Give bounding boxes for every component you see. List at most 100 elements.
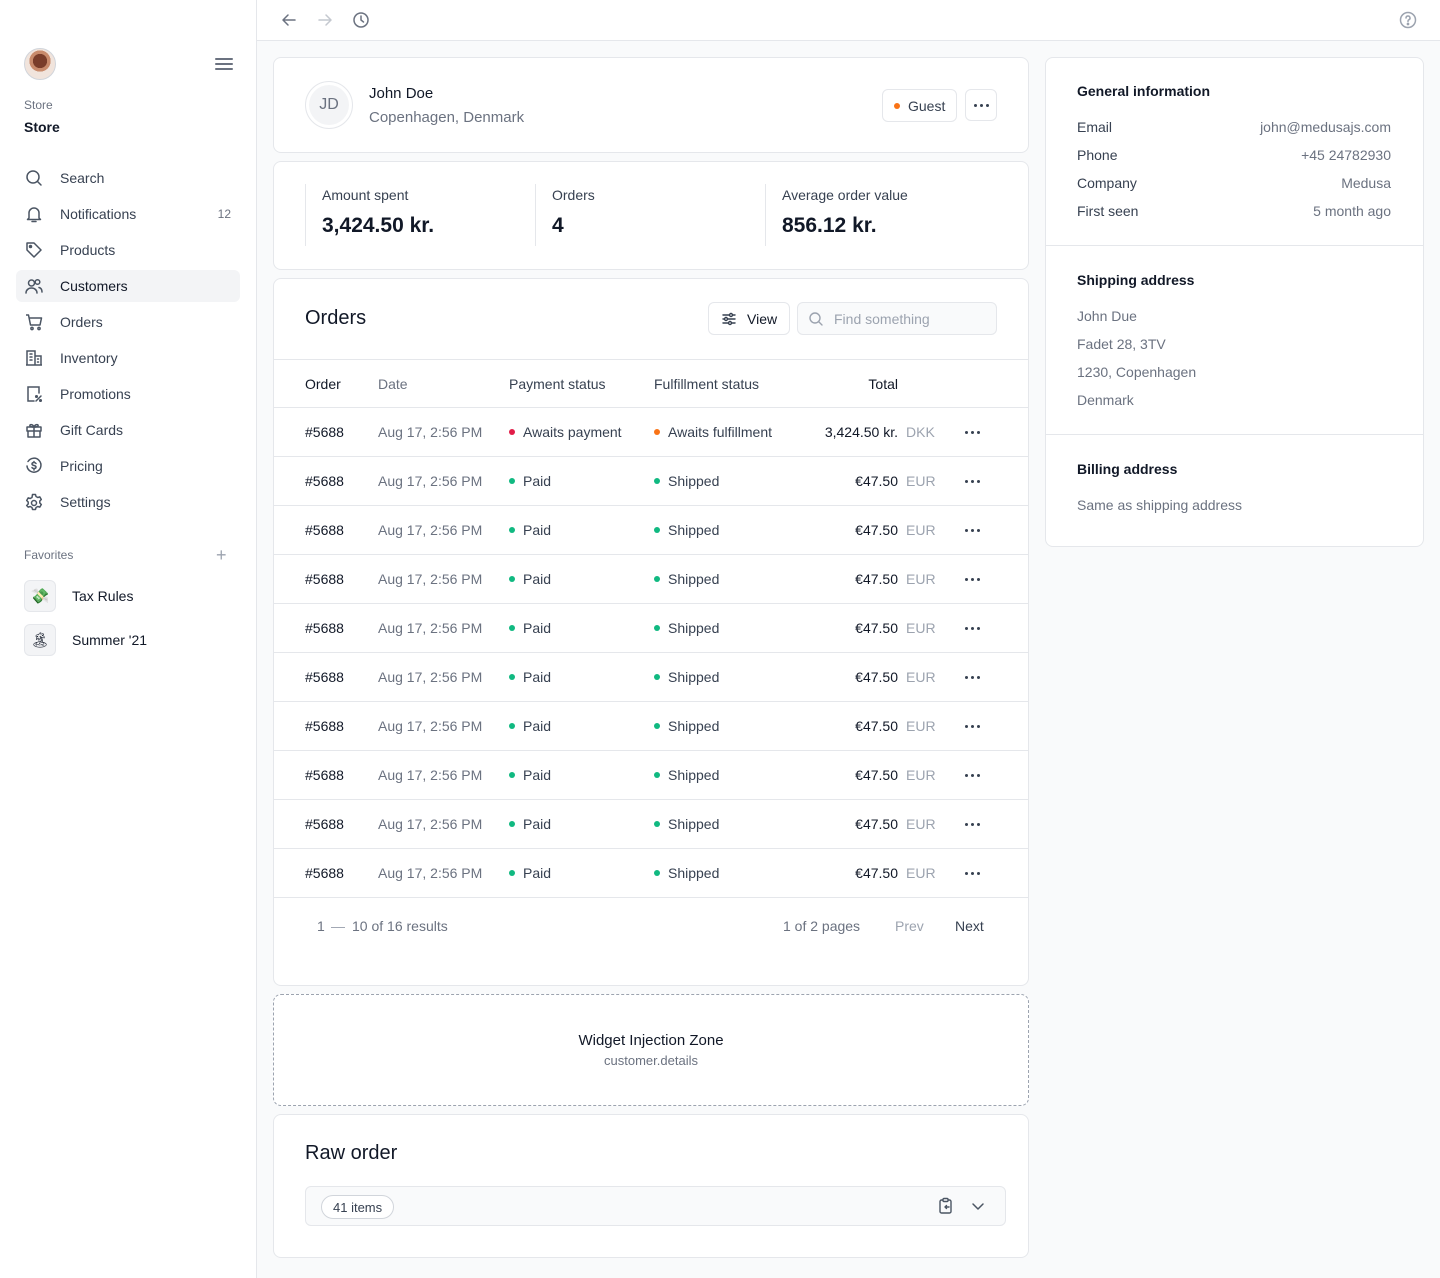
row-actions-button[interactable] — [965, 849, 980, 897]
table-row[interactable]: #5688 Aug 17, 2:56 PM Paid Shipped €47.50 EUR — [274, 800, 1028, 849]
nav-item-pricing[interactable]: Pricing — [16, 450, 240, 482]
orders-table: Order Date Payment status Fulfillment st… — [274, 359, 1028, 898]
nav-item-orders[interactable]: Orders — [16, 306, 240, 338]
table-row[interactable]: #5688 Aug 17, 2:56 PM Paid Shipped €47.50 EUR — [274, 702, 1028, 751]
nav-label: Orders — [60, 314, 103, 330]
field-label: Email — [1077, 119, 1113, 135]
items-count-badge: 41 items — [321, 1195, 395, 1219]
nav-item-notifications[interactable]: Notifications 12 — [16, 198, 240, 230]
table-row[interactable]: #5688 Aug 17, 2:56 PM Paid Shipped €47.50 EUR — [274, 506, 1028, 555]
stat-orders: Orders 4 — [535, 184, 595, 246]
nav-item-gift-cards[interactable]: Gift Cards — [16, 414, 240, 446]
nav-item-settings[interactable]: Settings — [16, 486, 240, 518]
status-dot — [654, 821, 660, 827]
fulfillment-status: Shipped — [654, 800, 719, 848]
users-icon — [25, 278, 43, 294]
table-row[interactable]: #5688 Aug 17, 2:56 PM Paid Shipped €47.50 EUR — [274, 555, 1028, 604]
tag-icon — [26, 242, 42, 258]
favorite-label: Summer '21 — [72, 632, 148, 648]
status-dot — [894, 102, 900, 109]
payment-status-label: Paid — [523, 522, 552, 538]
customer-avatar: JD — [305, 81, 353, 129]
row-actions-button[interactable] — [965, 604, 980, 652]
row-actions-button[interactable] — [965, 653, 980, 701]
adjustments-icon — [722, 312, 736, 325]
table-row[interactable]: #5688 Aug 17, 2:56 PM Awaits payment Awaits… — [274, 408, 1028, 457]
fulfillment-status: Shipped — [654, 555, 719, 603]
more-horizontal-icon — [965, 577, 980, 581]
col-fulfillment-status[interactable]: Fulfillment status — [654, 375, 760, 392]
orders-search[interactable] — [797, 302, 997, 335]
table-row[interactable]: #5688 Aug 17, 2:56 PM Paid Shipped €47.50 EUR — [274, 849, 1028, 898]
order-id: #5688 — [305, 669, 344, 685]
widget-injection-zone: Widget Injection Zone customer.details — [273, 994, 1029, 1106]
more-horizontal-icon — [965, 479, 980, 483]
payment-status-label: Awaits payment — [523, 424, 622, 440]
arrow-left-icon[interactable] — [279, 10, 299, 30]
widget-zone-title: Widget Injection Zone — [578, 1032, 724, 1049]
row-actions-button[interactable] — [965, 800, 980, 848]
stat-average-order-value: Average order value 856.12 kr. — [765, 184, 908, 246]
fulfillment-status-label: Shipped — [668, 767, 720, 783]
row-actions-button[interactable] — [965, 702, 980, 750]
address-line: 1230, Copenhagen — [1077, 364, 1197, 380]
payment-status-label: Paid — [523, 718, 552, 734]
order-date: Aug 17, 2:56 PM — [378, 865, 483, 881]
col-payment-status[interactable]: Payment status — [509, 375, 606, 392]
col-order[interactable]: Order — [305, 375, 341, 392]
clipboard-icon[interactable] — [937, 1197, 955, 1215]
more-horizontal-icon — [965, 724, 980, 728]
order-id: #5688 — [305, 473, 344, 489]
billing-address-text: Same as shipping address — [1077, 497, 1242, 513]
nav-label: Gift Cards — [60, 422, 124, 438]
nav-item-products[interactable]: Products — [16, 234, 240, 266]
field-value: 5 month ago — [1313, 203, 1391, 219]
payment-status: Paid — [509, 849, 551, 897]
fulfillment-status-label: Shipped — [668, 571, 720, 587]
general-information-title: General information — [1077, 83, 1211, 99]
history-icon[interactable] — [351, 10, 371, 30]
order-currency: EUR — [906, 522, 936, 538]
badge-label: Guest — [908, 97, 946, 114]
order-currency: EUR — [906, 718, 936, 734]
row-actions-button[interactable] — [965, 457, 980, 505]
help-icon[interactable] — [1398, 10, 1418, 30]
col-total[interactable]: Total — [868, 375, 898, 392]
add-favorite-icon[interactable]: + — [216, 545, 227, 565]
status-dot — [654, 625, 660, 631]
table-row[interactable]: #5688 Aug 17, 2:56 PM Paid Shipped €47.50 EUR — [274, 653, 1028, 702]
row-actions-button[interactable] — [965, 555, 980, 603]
payment-status-label: Paid — [523, 669, 552, 685]
orders-search-input[interactable] — [834, 310, 984, 327]
nav-label: Inventory — [60, 350, 118, 366]
row-actions-button[interactable] — [965, 408, 980, 456]
raw-order-json-viewer[interactable]: 41 items — [305, 1186, 1006, 1226]
menu-icon[interactable] — [214, 55, 234, 73]
billing-address-section: Billing address Same as shipping address — [1046, 435, 1423, 546]
prev-button[interactable]: Prev — [895, 918, 924, 934]
col-date[interactable]: Date — [378, 375, 408, 392]
favorite-item-summer[interactable]: 🏝 Summer '21 — [24, 624, 147, 656]
row-actions-button[interactable] — [965, 506, 980, 554]
nav-item-inventory[interactable]: Inventory — [16, 342, 240, 374]
store-avatar[interactable] — [24, 48, 56, 80]
favorite-item-tax-rules[interactable]: 💸 Tax Rules — [24, 580, 133, 612]
chevron-down-icon[interactable] — [971, 1199, 985, 1213]
table-row[interactable]: #5688 Aug 17, 2:56 PM Paid Shipped €47.50 EUR — [274, 457, 1028, 506]
nav-item-customers[interactable]: Customers — [16, 270, 240, 302]
next-button[interactable]: Next — [955, 918, 984, 934]
order-currency: EUR — [906, 865, 936, 881]
fulfillment-status-label: Shipped — [668, 669, 720, 685]
nav-item-promotions[interactable]: Promotions — [16, 378, 240, 410]
row-actions-button[interactable] — [965, 751, 980, 799]
field-value: john@medusajs.com — [1260, 119, 1391, 135]
nav-item-search[interactable]: Search — [16, 162, 240, 194]
table-row[interactable]: #5688 Aug 17, 2:56 PM Paid Shipped €47.50 EUR — [274, 604, 1028, 653]
view-button[interactable]: View — [708, 302, 790, 335]
sidebar: Store Store Search Notifications 12 Prod… — [0, 0, 257, 1278]
arrow-right-icon[interactable] — [315, 10, 335, 30]
field-phone: Phone +45 24782930 — [1077, 147, 1391, 163]
customer-actions-button[interactable] — [965, 89, 997, 121]
table-row[interactable]: #5688 Aug 17, 2:56 PM Paid Shipped €47.50 EUR — [274, 751, 1028, 800]
nav-label: Settings — [60, 494, 111, 510]
